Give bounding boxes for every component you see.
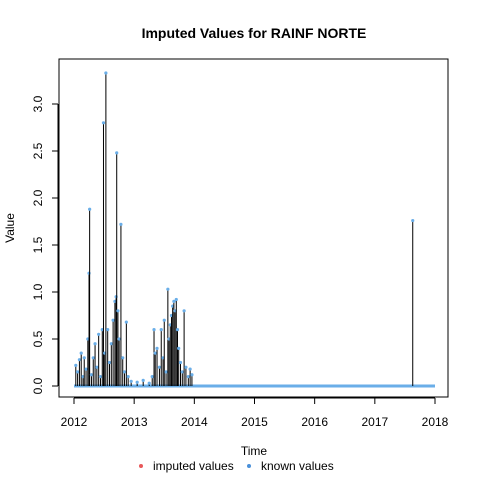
known-value-point (189, 367, 192, 370)
known-value-point (93, 342, 96, 345)
known-value-point (115, 295, 118, 298)
known-value-point (118, 337, 121, 340)
known-legend-marker (247, 464, 251, 468)
series-layer (74, 71, 435, 386)
known-value-point (155, 347, 158, 350)
known-value-point (116, 309, 119, 312)
known-value-point (104, 71, 107, 74)
known-value-point (151, 375, 154, 378)
known-value-point (80, 352, 83, 355)
chart-title: Imputed Values for RAINF NORTE (142, 25, 367, 41)
known-value-point (160, 328, 163, 331)
known-value-point (121, 356, 124, 359)
x-tick-label: 2014 (181, 415, 208, 429)
known-value-point (183, 309, 186, 312)
known-value-point (95, 366, 98, 369)
known-value-point (78, 358, 81, 361)
y-tick-label: 2.0 (31, 189, 45, 206)
y-tick-label: 1.0 (31, 283, 45, 300)
x-tick-label: 2012 (61, 415, 88, 429)
known-value-point (136, 381, 139, 384)
y-axis: 0.0 0.5 1.0 1.5 2.0 2.5 3.0 (31, 95, 58, 394)
known-value-point (163, 319, 166, 322)
known-value-point (102, 121, 105, 124)
x-tick-label: 2017 (361, 415, 388, 429)
y-axis-label: Value (3, 213, 17, 243)
legend-label: known values (261, 459, 334, 473)
known-value-point (74, 364, 77, 367)
known-value-point (130, 380, 133, 383)
known-value-point (184, 366, 187, 369)
known-value-point (110, 342, 113, 345)
y-tick-label: 3.0 (31, 95, 45, 112)
known-value-point (108, 361, 111, 364)
known-value-point (99, 375, 102, 378)
plot-frame (59, 59, 448, 397)
known-value-point (179, 361, 182, 364)
known-value-point (83, 356, 86, 359)
y-tick-label: 1.5 (31, 236, 45, 253)
known-value-point (177, 347, 180, 350)
known-value-point (190, 373, 193, 376)
known-value-point (127, 375, 130, 378)
known-value-point (106, 328, 109, 331)
known-value-point (142, 379, 145, 382)
known-value-point (84, 367, 87, 370)
known-value-point (87, 272, 90, 275)
y-tick-label: 2.5 (31, 142, 45, 159)
known-value-point (175, 298, 178, 301)
y-tick-label: 0.0 (31, 377, 45, 394)
x-tick-label: 2015 (241, 415, 268, 429)
known-value-point (152, 328, 155, 331)
known-value-point (119, 223, 122, 226)
known-value-point (176, 328, 179, 331)
known-value-point (166, 288, 169, 291)
known-value-point (187, 375, 190, 378)
known-value-point (97, 333, 100, 336)
legend: imputed values known values (139, 459, 334, 473)
imputed-legend-marker (139, 464, 143, 468)
known-value-point (88, 208, 91, 211)
known-value-point (181, 370, 184, 373)
x-axis-label: Time (241, 444, 268, 458)
known-value-point (154, 352, 157, 355)
x-tick-label: 2013 (121, 415, 148, 429)
known-value-point (164, 370, 167, 373)
known-value-point (90, 373, 93, 376)
x-tick-label: 2018 (422, 415, 449, 429)
y-tick-label: 0.5 (31, 330, 45, 347)
known-value-point (112, 319, 115, 322)
x-tick-label: 2016 (301, 415, 328, 429)
known-value-point (92, 356, 95, 359)
x-axis: 2012 2013 2014 2015 2016 2017 2018 (61, 398, 449, 429)
known-value-point (148, 382, 151, 385)
known-value-point (411, 219, 414, 222)
known-value-point (158, 366, 161, 369)
known-value-point (76, 370, 79, 373)
known-value-point (125, 320, 128, 323)
known-value-point (115, 151, 118, 154)
legend-label: imputed values (153, 459, 234, 473)
known-value-point (123, 370, 126, 373)
